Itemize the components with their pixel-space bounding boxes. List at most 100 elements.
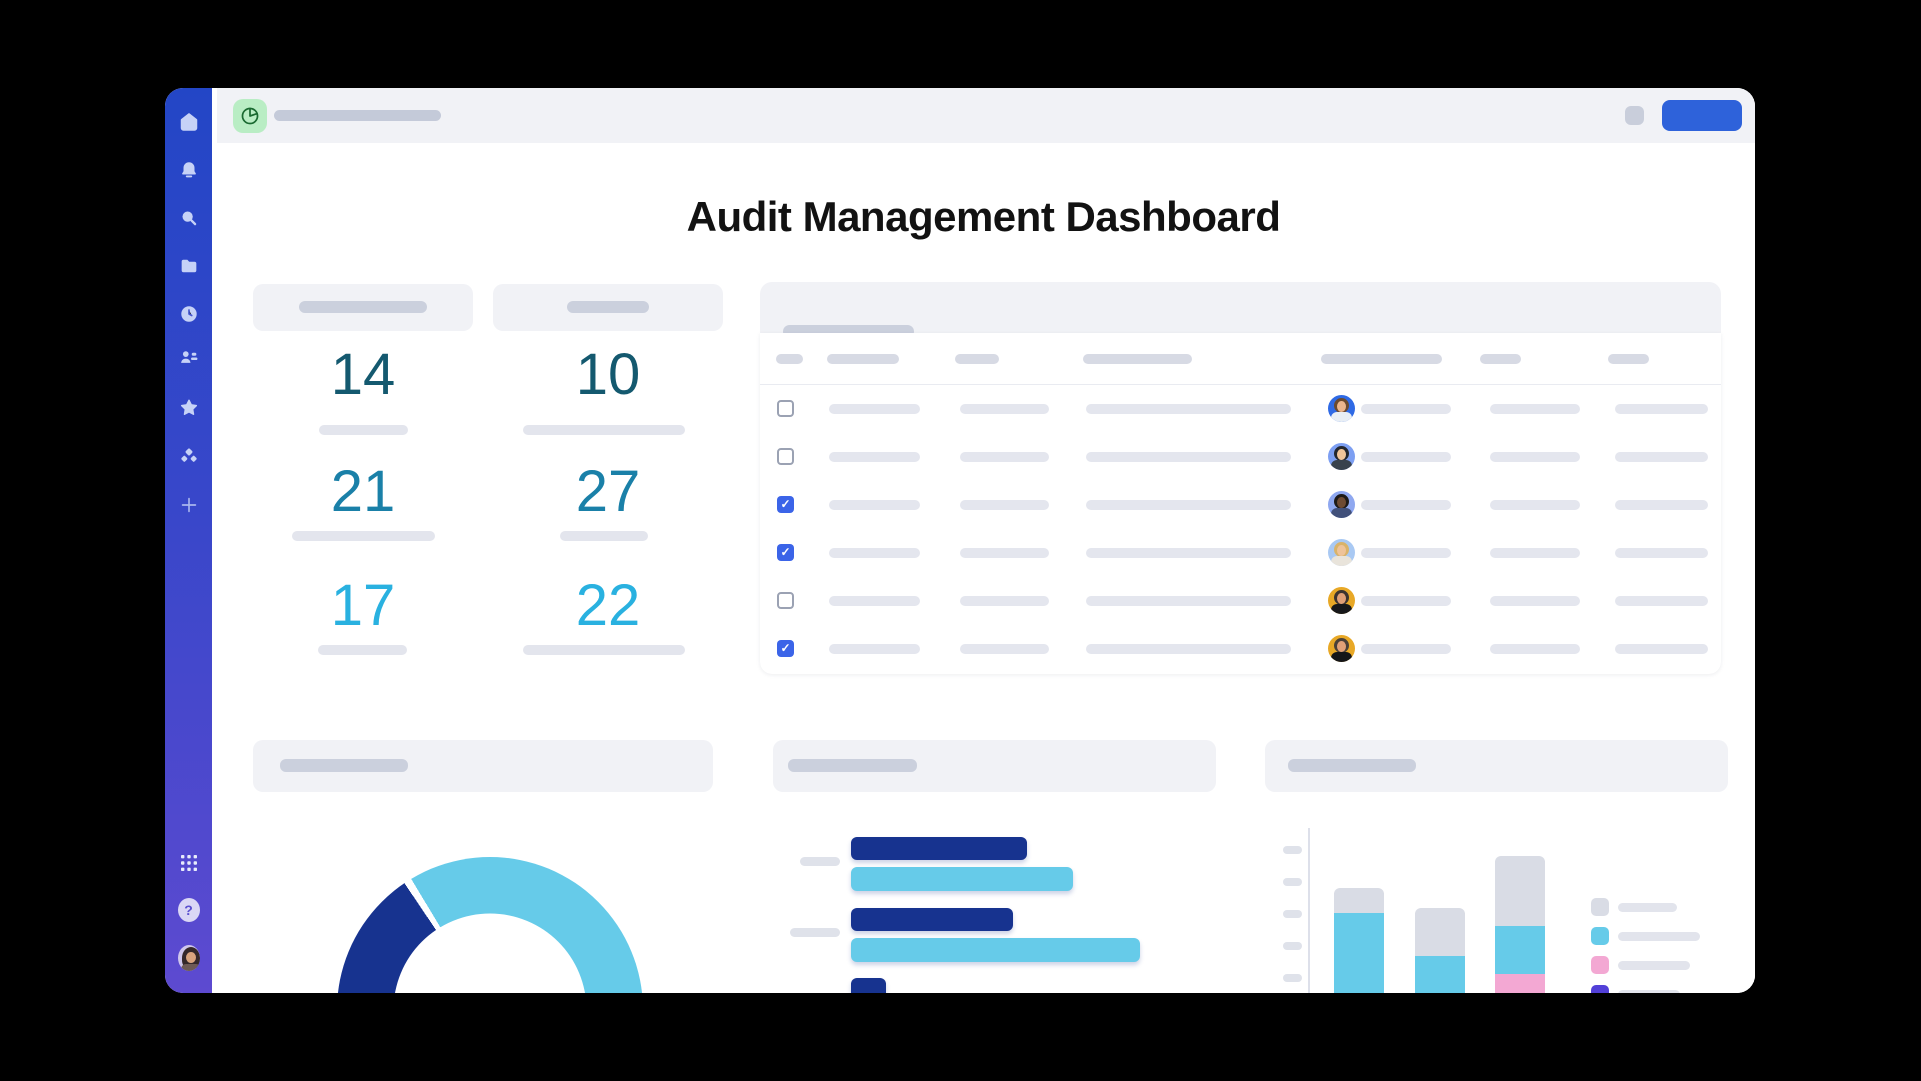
star-icon[interactable] — [178, 397, 200, 419]
user-avatar — [1328, 539, 1355, 566]
table-row — [760, 433, 1721, 481]
history-clock-icon[interactable] — [178, 303, 200, 325]
user-avatar — [1328, 635, 1355, 662]
avatar — [177, 945, 200, 971]
y-axis — [1308, 828, 1310, 993]
user-avatar — [1328, 395, 1355, 422]
row-checkbox[interactable] — [777, 592, 794, 609]
grid-menu-icon[interactable] — [178, 852, 200, 874]
legend-swatch — [1591, 898, 1609, 916]
cell-placeholder — [1615, 404, 1708, 414]
cell-placeholder — [829, 548, 920, 558]
cell-placeholder — [1361, 452, 1451, 462]
user-avatar — [1328, 443, 1355, 470]
question-mark-glyph: ? — [177, 898, 200, 922]
cell-placeholder — [960, 596, 1049, 606]
axis-tick-placeholder — [1283, 878, 1302, 886]
user-avatar — [1328, 587, 1355, 614]
stat-value: 27 — [575, 459, 641, 524]
sidebar: ? — [165, 88, 212, 993]
cell-placeholder — [1490, 500, 1580, 510]
table-row — [760, 577, 1721, 625]
h-bar — [851, 978, 886, 993]
row-checkbox[interactable] — [777, 448, 794, 465]
cell-placeholder — [829, 500, 920, 510]
horizontal-bar-chart — [773, 823, 1216, 993]
row-checkbox-checked[interactable]: ✓ — [777, 640, 794, 657]
cell-placeholder — [1615, 644, 1708, 654]
stacked-bar-segment — [1495, 974, 1545, 993]
cell-placeholder — [1615, 548, 1708, 558]
cell-placeholder — [1361, 596, 1451, 606]
stacked-bar-segment — [1495, 926, 1545, 974]
table-header-row — [760, 333, 1721, 385]
stat-value: 21 — [330, 459, 396, 524]
users-list-icon[interactable] — [178, 347, 200, 369]
column-header-placeholder — [1321, 354, 1442, 364]
user-avatar — [1328, 491, 1355, 518]
cell-placeholder — [1615, 500, 1708, 510]
legend-label-placeholder — [1618, 961, 1690, 970]
stat-value: 10 — [575, 342, 641, 407]
cell-placeholder — [1490, 644, 1580, 654]
folder-icon[interactable] — [178, 255, 200, 277]
pie-chart-icon — [233, 98, 267, 133]
cell-placeholder — [960, 500, 1049, 510]
cell-placeholder — [1490, 548, 1580, 558]
search-icon[interactable] — [178, 207, 200, 229]
table-body: ✓ ✓ ✓ — [760, 385, 1721, 673]
legend-swatch — [1591, 927, 1609, 945]
table-row: ✓ — [760, 481, 1721, 529]
column-header-placeholder — [955, 354, 999, 364]
page-title: Audit Management Dashboard — [686, 193, 1281, 240]
topbar-primary-button[interactable] — [1662, 100, 1742, 131]
stacked-bar-segment — [1334, 888, 1384, 913]
home-icon[interactable] — [178, 111, 200, 133]
bar-label-placeholder — [800, 857, 840, 866]
topbar-title-placeholder — [274, 110, 441, 121]
donut-chart — [337, 857, 643, 993]
bar-label-placeholder — [790, 928, 840, 937]
placeholder-text — [292, 531, 435, 541]
profile-avatar[interactable] — [177, 945, 200, 971]
row-checkbox-checked[interactable]: ✓ — [777, 496, 794, 513]
placeholder-text — [318, 645, 407, 655]
cell-placeholder — [1490, 404, 1580, 414]
stacked-bar-segment — [1415, 956, 1465, 993]
stacked-bar-segment — [1334, 913, 1384, 993]
axis-tick-placeholder — [1283, 846, 1302, 854]
placeholder-text — [788, 759, 917, 772]
cell-placeholder — [1086, 452, 1291, 462]
cell-placeholder — [960, 548, 1049, 558]
cell-placeholder — [1086, 596, 1291, 606]
cell-placeholder — [1086, 644, 1291, 654]
help-icon[interactable]: ? — [177, 898, 200, 922]
row-checkbox-checked[interactable]: ✓ — [777, 544, 794, 561]
add-plus-icon[interactable] — [178, 494, 200, 516]
cell-placeholder — [1361, 644, 1451, 654]
stat-card-1-header — [253, 284, 473, 331]
topbar-secondary-control[interactable] — [1625, 106, 1644, 125]
legend-label-placeholder — [1618, 932, 1700, 941]
cell-placeholder — [1086, 548, 1291, 558]
cell-placeholder — [1490, 596, 1580, 606]
stacked-bar-segment — [1415, 908, 1465, 956]
diamonds-apps-icon[interactable] — [178, 446, 200, 468]
cell-placeholder — [1615, 452, 1708, 462]
cell-placeholder — [829, 404, 920, 414]
stacked-column-chart — [1265, 823, 1728, 993]
column-header-placeholder — [1608, 354, 1649, 364]
cell-placeholder — [829, 452, 920, 462]
audit-table: ✓ ✓ ✓ — [760, 333, 1721, 674]
topbar — [212, 88, 1755, 143]
stat-value: 14 — [330, 342, 396, 407]
h-bar — [851, 938, 1140, 962]
row-checkbox[interactable] — [777, 400, 794, 417]
axis-tick-placeholder — [1283, 942, 1302, 950]
table-row: ✓ — [760, 625, 1721, 673]
bell-icon[interactable] — [178, 159, 200, 181]
column-header-placeholder — [827, 354, 899, 364]
stat-card-2-header — [493, 284, 723, 331]
h-bar — [851, 908, 1013, 931]
cell-placeholder — [829, 596, 920, 606]
